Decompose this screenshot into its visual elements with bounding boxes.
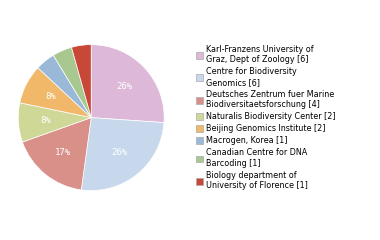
Wedge shape [71, 45, 91, 118]
Text: 8%: 8% [41, 116, 51, 125]
Legend: Karl-Franzens University of
Graz, Dept of Zoology [6], Centre for Biodiversity
G: Karl-Franzens University of Graz, Dept o… [196, 45, 336, 190]
Wedge shape [38, 55, 91, 118]
Text: 26%: 26% [112, 148, 128, 157]
Wedge shape [91, 45, 164, 123]
Wedge shape [22, 118, 91, 190]
Wedge shape [53, 47, 91, 118]
Text: 26%: 26% [116, 82, 132, 91]
Wedge shape [20, 68, 91, 118]
Wedge shape [18, 103, 91, 142]
Wedge shape [81, 118, 164, 191]
Text: 8%: 8% [46, 92, 56, 101]
Text: 17%: 17% [55, 148, 71, 157]
